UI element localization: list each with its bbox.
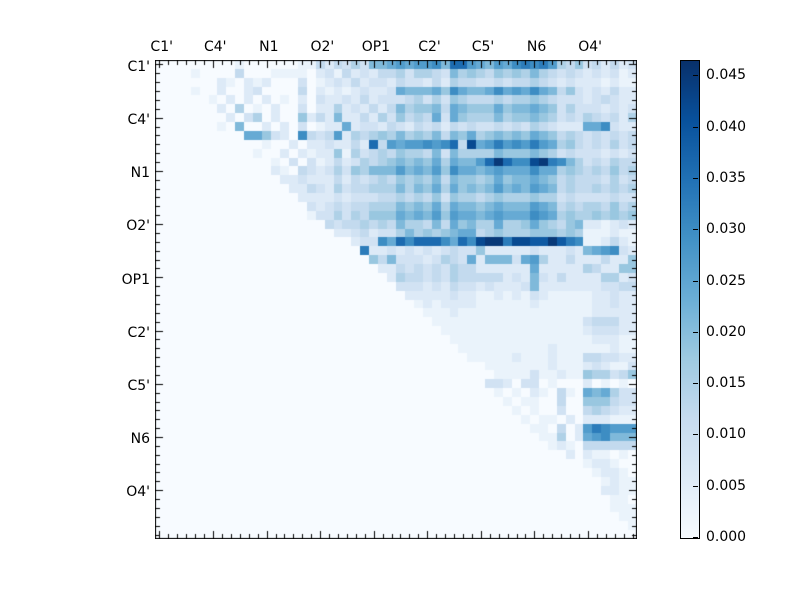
- colorbar-tick-9: [693, 75, 698, 76]
- y-tick-label-4: OP1: [121, 271, 150, 288]
- colorbar-tick-3: [693, 383, 698, 384]
- y-tick-label-1: C4': [127, 111, 150, 128]
- colorbar-tick-label-2: 0.010: [706, 426, 747, 442]
- colorbar-tick-4: [693, 332, 698, 333]
- y-tick-label-5: C2': [127, 324, 150, 341]
- y-tick-label-0: C1': [127, 58, 150, 75]
- x-tick-label-1: C4': [203, 39, 227, 55]
- colorbar-tick-0: [693, 537, 698, 538]
- colorbar-tick-label-8: 0.040: [706, 119, 747, 135]
- y-tick-label-6: C5': [127, 377, 150, 394]
- colorbar: [680, 60, 700, 539]
- colorbar-tick-8: [693, 127, 698, 128]
- colorbar-tick-6: [693, 229, 698, 230]
- heatmap-axes: [155, 60, 637, 539]
- x-tick-label-4: OP1: [361, 39, 391, 55]
- colorbar-tick-label-3: 0.015: [706, 375, 747, 391]
- x-tick-label-5: C2': [418, 39, 441, 55]
- colorbar-tick-label-9: 0.045: [706, 67, 747, 83]
- colorbar-tick-2: [693, 434, 698, 435]
- x-tick-label-3: O2': [310, 39, 335, 55]
- x-tick-label-0: C1': [150, 39, 173, 55]
- colorbar-tick-label-7: 0.035: [706, 170, 747, 186]
- colorbar-tick-label-0: 0.000: [706, 529, 747, 545]
- colorbar-tick-label-1: 0.005: [706, 478, 747, 494]
- colorbar-tick-label-6: 0.030: [706, 221, 747, 237]
- x-tick-label-6: C5': [471, 39, 495, 55]
- y-tick-label-3: O2': [126, 218, 150, 235]
- colorbar-tick-label-4: 0.020: [706, 324, 747, 340]
- colorbar-tick-7: [693, 178, 698, 179]
- colorbar-tick-5: [693, 281, 698, 282]
- x-tick-label-8: O4': [578, 39, 603, 55]
- y-tick-label-8: O4': [126, 484, 150, 501]
- colorbar-tick-label-5: 0.025: [706, 273, 747, 289]
- y-tick-label-2: N1: [130, 165, 150, 182]
- heatmap-canvas: [155, 60, 637, 539]
- colorbar-tick-1: [693, 486, 698, 487]
- x-tick-label-2: N1: [259, 39, 279, 55]
- x-tick-label-7: N6: [526, 39, 547, 55]
- y-tick-label-7: N6: [130, 431, 150, 448]
